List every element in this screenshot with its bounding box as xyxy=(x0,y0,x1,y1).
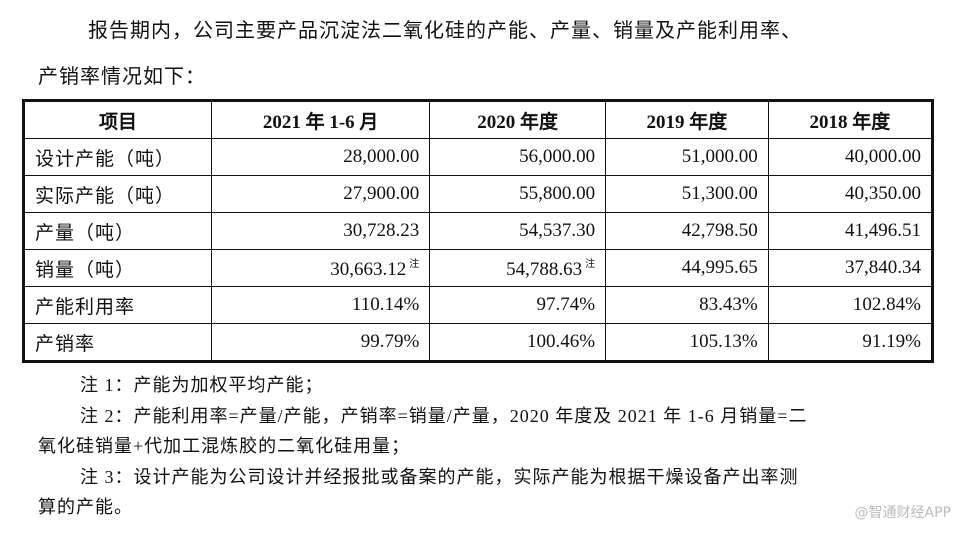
row-label: 销量（吨） xyxy=(23,249,212,287)
table-cell: 37,840.34 xyxy=(767,249,934,287)
cell-value: 55,800.00 xyxy=(519,183,596,204)
table-cell: 56,000.00 xyxy=(429,138,607,176)
table-cell: 51,300.00 xyxy=(605,175,769,213)
row-label: 产销率 xyxy=(23,323,212,362)
cell-value: 102.84% xyxy=(852,294,921,315)
table-row: 设计产能（吨） 28,000.00 56,000.00 51,000.00 40,000… xyxy=(23,138,934,176)
row-label: 实际产能（吨） xyxy=(23,175,212,213)
cell-value: 42,798.50 xyxy=(681,220,758,241)
cell-value: 97.74% xyxy=(536,294,596,315)
row-label: 设计产能（吨） xyxy=(23,138,212,176)
table-row: 产销率 99.79% 100.46% 105.13% 91.19% xyxy=(23,323,934,362)
cell-value: 51,000.00 xyxy=(681,146,758,167)
footnote-marker: 注 xyxy=(585,259,596,270)
cell-value: 83.43% xyxy=(699,294,758,315)
table-cell: 42,798.50 xyxy=(605,212,769,250)
table-cell: 40,350.00 xyxy=(767,175,934,213)
note-2-line-2: 氧化硅销量+代加工混炼胶的二氧化硅用量； xyxy=(38,436,411,456)
table-cell: 54,537.30 xyxy=(429,212,607,250)
footnote-marker: 注 xyxy=(409,259,420,270)
cell-value: 54,788.63 xyxy=(506,259,583,280)
table-cell: 97.74% xyxy=(429,286,607,324)
cell-value: 110.14% xyxy=(351,294,420,315)
table-cell: 110.14% xyxy=(210,286,431,324)
table-cell: 99.79% xyxy=(210,323,431,362)
cell-value: 40,350.00 xyxy=(845,183,921,204)
table-cell: 40,000.00 xyxy=(767,138,934,176)
table-row: 实际产能（吨） 27,900.00 55,800.00 51,300.00 40,350… xyxy=(23,175,934,213)
cell-value: 100.46% xyxy=(527,331,596,352)
table-cell: 41,496.51 xyxy=(767,212,934,250)
header-2018: 2018 年度 xyxy=(767,100,934,139)
cell-value: 30,663.12 xyxy=(330,259,407,280)
header-item: 项目 xyxy=(23,100,212,139)
table-row: 产量（吨） 30,728.23 54,537.30 42,798.50 41,496.5… xyxy=(23,212,934,250)
cell-value: 56,000.00 xyxy=(519,146,596,167)
table-cell: 91.19% xyxy=(767,323,934,362)
table-cell: 100.46% xyxy=(429,323,607,362)
table-cell: 30,663.12 注 xyxy=(210,249,431,287)
table-row: 销量（吨） 30,663.12 注 54,788.63 注 44,995.65 37,840… xyxy=(23,249,934,287)
cell-value: 41,496.51 xyxy=(845,220,921,241)
table-row: 产能利用率 110.14% 97.74% 83.43% 102.84% xyxy=(23,286,934,324)
cell-value: 99.79% xyxy=(360,331,420,352)
table-cell: 105.13% xyxy=(605,323,769,362)
cell-value: 91.19% xyxy=(862,331,921,352)
header-2021h1: 2021 年 1-6 月 xyxy=(210,100,431,139)
cell-value: 27,900.00 xyxy=(343,183,420,204)
header-2020: 2020 年度 xyxy=(429,100,607,139)
intro-line-2: 产销率情况如下： xyxy=(38,66,206,88)
table-cell: 83.43% xyxy=(605,286,769,324)
table-cell: 30,728.23 xyxy=(210,212,431,250)
note-3-line-1: 注 3：设计产能为公司设计并经报批或备案的产能，实际产能为根据干燥设备产出率测 xyxy=(80,467,799,487)
intro-line-1: 报告期内，公司主要产品沉淀法二氧化硅的产能、产量、销量及产能利用率、 xyxy=(88,20,802,42)
table-cell: 28,000.00 xyxy=(210,138,431,176)
note-2-line-1: 注 2：产能利用率=产量/产能，产销率=销量/产量，2020 年度及 2021 … xyxy=(80,406,808,426)
row-label: 产能利用率 xyxy=(23,286,212,324)
note-1: 注 1：产能为加权平均产能； xyxy=(80,375,324,395)
table-cell: 44,995.65 xyxy=(605,249,769,287)
table-header-row: 项目 2021 年 1-6 月 2020 年度 2019 年度 2018 年度 xyxy=(23,100,934,139)
table-cell: 54,788.63 注 xyxy=(429,249,607,287)
cell-value: 44,995.65 xyxy=(681,257,758,278)
header-2019: 2019 年度 xyxy=(605,100,769,139)
table-cell: 102.84% xyxy=(767,286,934,324)
table-cell: 51,000.00 xyxy=(605,138,769,176)
cell-value: 105.13% xyxy=(689,331,758,352)
cell-value: 28,000.00 xyxy=(343,146,420,167)
cell-value: 37,840.34 xyxy=(845,257,921,278)
table-cell: 27,900.00 xyxy=(210,175,431,213)
watermark: @智通财经APP xyxy=(854,505,951,521)
row-label: 产量（吨） xyxy=(23,212,212,250)
cell-value: 30,728.23 xyxy=(343,220,420,241)
cell-value: 51,300.00 xyxy=(681,183,758,204)
cell-value: 54,537.30 xyxy=(519,220,596,241)
table-cell: 55,800.00 xyxy=(429,175,607,213)
cell-value: 40,000.00 xyxy=(845,146,921,167)
capacity-table: 项目 2021 年 1-6 月 2020 年度 2019 年度 2018 年度 … xyxy=(22,99,934,363)
note-3-line-2: 算的产能。 xyxy=(38,497,133,517)
